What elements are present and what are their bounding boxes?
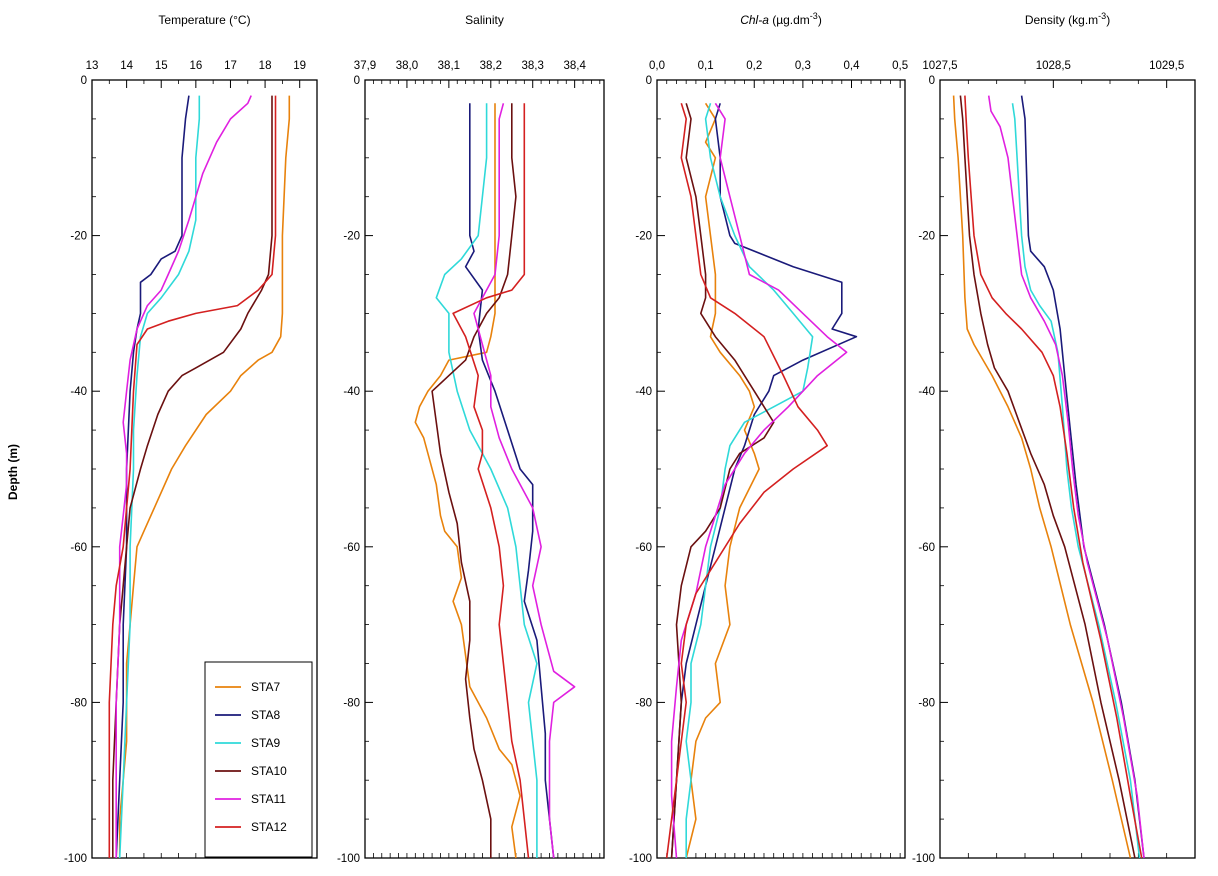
x-tick-label: 0,0 [649, 60, 665, 72]
legend-label-sta7: STA7 [251, 680, 280, 694]
plot-frame [656, 79, 906, 859]
title-text: Density (kg.m [1025, 13, 1098, 27]
x-tick-label: 18 [259, 60, 272, 72]
y-tick-label: -60 [918, 542, 935, 554]
legend-box [204, 661, 313, 858]
y-tick-label: -40 [635, 386, 652, 398]
series-line-sta8 [1020, 95, 1145, 859]
x-tick-label: 38,3 [522, 60, 544, 72]
series-line-sta12 [108, 95, 277, 858]
y-tick-label: -80 [635, 697, 652, 709]
legend-label-sta8: STA8 [251, 708, 280, 722]
series-line-sta7 [952, 95, 1132, 859]
series-line-sta7 [685, 102, 760, 859]
x-tick-label: 37,9 [354, 60, 376, 72]
title-superscript: -3 [810, 11, 818, 21]
y-tick-label: -100 [337, 853, 360, 865]
y-tick-label: -100 [64, 853, 87, 865]
series-line-sta8 [670, 103, 858, 859]
series-line-sta7 [414, 103, 521, 859]
x-tick-label: 0,3 [795, 60, 811, 72]
x-tick-label: 38,4 [563, 60, 586, 72]
x-tick-label: 0,2 [746, 60, 762, 72]
x-tick-label: 16 [189, 60, 202, 72]
series-line-sta9 [435, 103, 538, 858]
y-tick-label: 0 [646, 75, 652, 87]
series-line-sta12 [665, 103, 828, 859]
y-tick-label: -40 [343, 386, 360, 398]
legend: STA7 STA8 STA9 STA10 STA11 STA12 [204, 661, 313, 858]
panel-title: Salinity [465, 13, 504, 27]
series-line-sta10 [670, 103, 775, 859]
legend-label-sta11: STA11 [251, 792, 286, 806]
legend-label-sta9: STA9 [251, 736, 280, 750]
plot-frame [364, 79, 605, 859]
series-line-sta10 [431, 103, 517, 858]
series-line-sta8 [464, 103, 555, 859]
panel-title: Density (kg.m-3) [1025, 11, 1110, 27]
series-line-sta9 [118, 95, 201, 859]
y-tick-label: -100 [912, 853, 935, 865]
series-line-sta11 [670, 102, 848, 859]
y-tick-label: -60 [635, 542, 652, 554]
y-tick-label: -60 [343, 542, 360, 554]
y-tick-label: 0 [929, 75, 935, 87]
y-tick-label: -20 [635, 231, 652, 243]
series-line-sta10 [112, 95, 273, 858]
title-italic: Chl-a [740, 13, 769, 27]
title-suffix: ) [1106, 13, 1110, 27]
x-tick-label: 38,2 [480, 60, 502, 72]
x-tick-label: 15 [155, 60, 168, 72]
y-tick-label: -60 [70, 542, 87, 554]
y-axis-label: Depth (m) [6, 444, 20, 500]
x-tick-label: 0,4 [844, 60, 861, 72]
series-line-sta11 [115, 95, 252, 858]
x-tick-label: 14 [120, 60, 133, 72]
y-tick-label: -20 [70, 231, 87, 243]
series-line-sta12 [964, 95, 1143, 859]
x-tick-label: 1029,5 [1149, 60, 1184, 72]
panel-title: Chl-a (µg.dm-3) [740, 11, 822, 27]
x-tick-label: 13 [86, 60, 99, 72]
series-line-sta11 [987, 95, 1145, 859]
y-tick-label: -100 [629, 853, 652, 865]
x-tick-label: 1028,5 [1036, 60, 1071, 72]
x-tick-label: 17 [224, 60, 237, 72]
legend-label-sta10: STA10 [251, 764, 287, 778]
y-tick-label: -40 [70, 386, 87, 398]
y-tick-label: -80 [918, 697, 935, 709]
series-line-sta10 [959, 95, 1136, 859]
panel-3: Chl-a (µg.dm-3) 0,0 0,1 0,2 0,3 0,4 0,5 0 -20 -40… [629, 11, 908, 865]
y-tick-label: -40 [918, 386, 935, 398]
x-tick-label: 38,0 [396, 60, 418, 72]
x-tick-label: 38,1 [438, 60, 460, 72]
y-tick-label: -80 [70, 697, 87, 709]
panels-group: Temperature (°C) 13 14 15 16 17 18 19 0 -20 -40 -60… [64, 11, 1196, 865]
y-tick-label: -20 [343, 231, 360, 243]
x-tick-label: 0,5 [892, 60, 908, 72]
panel-title: Temperature (°C) [158, 13, 250, 27]
series-line-sta12 [452, 103, 530, 859]
panel-4: Density (kg.m-3) 1027,5 1028,5 1029,5 0 -20 -4… [912, 11, 1196, 865]
x-tick-label: 1027,5 [922, 60, 957, 72]
y-tick-label: -20 [918, 231, 935, 243]
x-tick-label: 0,1 [698, 60, 714, 72]
x-tick-label: 19 [293, 60, 306, 72]
series-line-sta9 [685, 103, 814, 858]
y-tick-label: 0 [354, 75, 360, 87]
title-superscript: -3 [1098, 11, 1106, 21]
title-text: (µg.dm [769, 13, 810, 27]
panel-1: Temperature (°C) 13 14 15 16 17 18 19 0 -20 -40 -60… [64, 13, 318, 865]
series-line-sta11 [473, 103, 576, 859]
panel-2: Salinity 37,9 38,0 38,1 38,2 38,3 38,4 0 -20 -40 -… [337, 13, 605, 865]
series-line-sta8 [115, 95, 190, 859]
legend-label-sta12: STA12 [251, 820, 287, 834]
y-tick-label: 0 [81, 75, 87, 87]
y-tick-label: -80 [343, 697, 360, 709]
title-suffix: ) [818, 13, 822, 27]
